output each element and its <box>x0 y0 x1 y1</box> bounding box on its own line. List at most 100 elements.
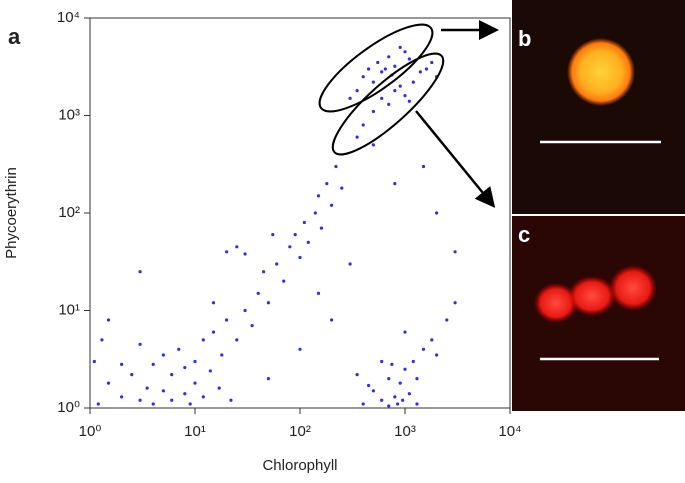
point <box>403 93 407 98</box>
point <box>390 362 394 367</box>
point <box>435 211 439 215</box>
point <box>403 367 407 371</box>
x-tick-label: 10³ <box>394 423 416 440</box>
y-tick-label: 10¹ <box>58 301 80 318</box>
x-tick-label: 10¹ <box>184 423 206 440</box>
point <box>302 220 306 225</box>
point <box>161 353 165 357</box>
point <box>225 318 229 322</box>
point <box>120 395 124 399</box>
point <box>243 308 247 313</box>
point <box>211 330 216 334</box>
point <box>170 373 174 377</box>
point <box>330 318 334 322</box>
point <box>398 84 402 88</box>
point <box>371 109 375 114</box>
point <box>170 398 174 402</box>
point <box>395 402 400 406</box>
panel-label: c <box>518 222 530 247</box>
point <box>177 347 181 351</box>
point <box>380 359 384 364</box>
point <box>261 270 266 274</box>
point <box>106 318 111 322</box>
x-tick-label: 10² <box>289 423 311 440</box>
point <box>193 359 197 364</box>
point <box>266 377 270 381</box>
point <box>361 75 365 79</box>
point <box>220 353 224 357</box>
point <box>393 64 397 68</box>
point <box>376 60 380 65</box>
point <box>393 89 397 93</box>
point <box>229 398 233 402</box>
point <box>430 338 434 342</box>
point <box>106 381 111 385</box>
point <box>407 392 411 396</box>
image-b <box>512 0 685 214</box>
point <box>387 102 391 106</box>
point <box>235 245 239 249</box>
point <box>183 392 187 396</box>
arrow <box>415 110 496 208</box>
point <box>243 252 247 256</box>
point <box>407 57 411 61</box>
point <box>188 402 192 406</box>
point <box>288 245 292 249</box>
point <box>380 96 384 100</box>
point <box>256 291 260 295</box>
point <box>334 164 338 169</box>
point <box>138 398 142 402</box>
point <box>193 381 197 385</box>
point <box>393 395 397 399</box>
point <box>393 182 397 186</box>
point <box>371 389 375 393</box>
panel-label: a <box>8 24 21 49</box>
point <box>282 279 286 283</box>
point <box>330 203 334 207</box>
point <box>250 324 254 328</box>
point <box>211 301 216 305</box>
point <box>316 194 321 198</box>
point <box>138 342 142 346</box>
point <box>275 262 279 266</box>
point <box>380 398 384 402</box>
point <box>361 123 365 127</box>
point <box>453 250 457 254</box>
point <box>235 338 239 342</box>
point <box>380 70 384 74</box>
y-tick-label: 10⁴ <box>57 9 80 26</box>
panel-label: b <box>518 26 531 51</box>
point <box>319 226 324 230</box>
point <box>418 70 422 74</box>
x-tick-label: 10⁴ <box>498 423 521 440</box>
point <box>298 347 302 351</box>
point <box>355 89 359 93</box>
x-tick-label: 10⁰ <box>79 423 102 440</box>
point <box>424 67 429 71</box>
point <box>271 233 275 237</box>
point <box>306 240 310 244</box>
point <box>225 250 229 254</box>
x-axis-label: Chlorophyll <box>262 457 337 474</box>
point <box>96 402 100 406</box>
gate <box>318 23 434 113</box>
point <box>151 402 155 406</box>
point <box>208 369 212 373</box>
point <box>340 186 344 190</box>
cell-c <box>609 265 657 311</box>
point <box>415 377 419 381</box>
point <box>430 60 434 65</box>
point <box>138 270 142 274</box>
point <box>411 359 415 364</box>
point <box>445 318 449 322</box>
point <box>293 233 297 237</box>
point <box>371 143 375 147</box>
point <box>401 398 405 402</box>
y-axis-label: Phycoerythrin <box>3 167 20 259</box>
point <box>371 80 375 84</box>
point <box>387 377 391 381</box>
point <box>355 135 359 139</box>
point <box>92 359 96 364</box>
point <box>161 389 165 393</box>
